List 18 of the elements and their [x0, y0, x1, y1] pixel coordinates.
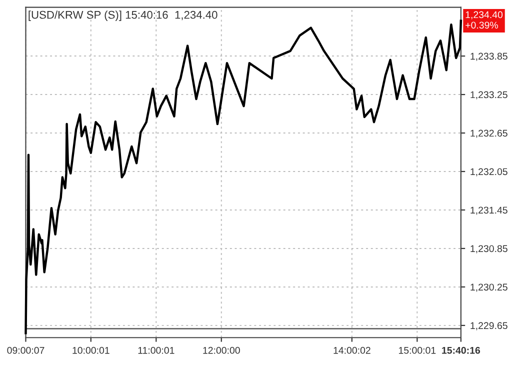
y-tick-label: 1,229.65: [470, 322, 508, 330]
y-tick-label: 1,230.25: [470, 284, 508, 292]
y-tick-label: 1,233.85: [470, 52, 508, 61]
x-tick-label: 11:00:01: [138, 346, 174, 354]
x-tick-label: 15:00:01: [398, 346, 436, 354]
y-tick-label: 1,232.65: [470, 130, 508, 138]
chart-title: [USD/KRW SP (S)] 15:40:16 1,234.40: [28, 10, 218, 21]
x-tick-label: 09:00:07: [7, 346, 44, 354]
x-tick-label: 14:00:02: [334, 346, 370, 354]
line-series: [24, 20, 462, 334]
x-tick-label: 12:00:00: [203, 346, 240, 354]
y-tick-label: 1,233.25: [470, 91, 508, 100]
y-tick-label: 1,230.85: [470, 245, 508, 254]
x-tick-label: 10:00:01: [72, 346, 110, 354]
y-tick-label: 1,232.05: [470, 168, 508, 176]
y-tick-label: 1,231.45: [470, 206, 508, 215]
x-tick-label: 15:40:16: [442, 346, 480, 354]
annotation: 1,234.40 +0.39%: [466, 11, 503, 29]
